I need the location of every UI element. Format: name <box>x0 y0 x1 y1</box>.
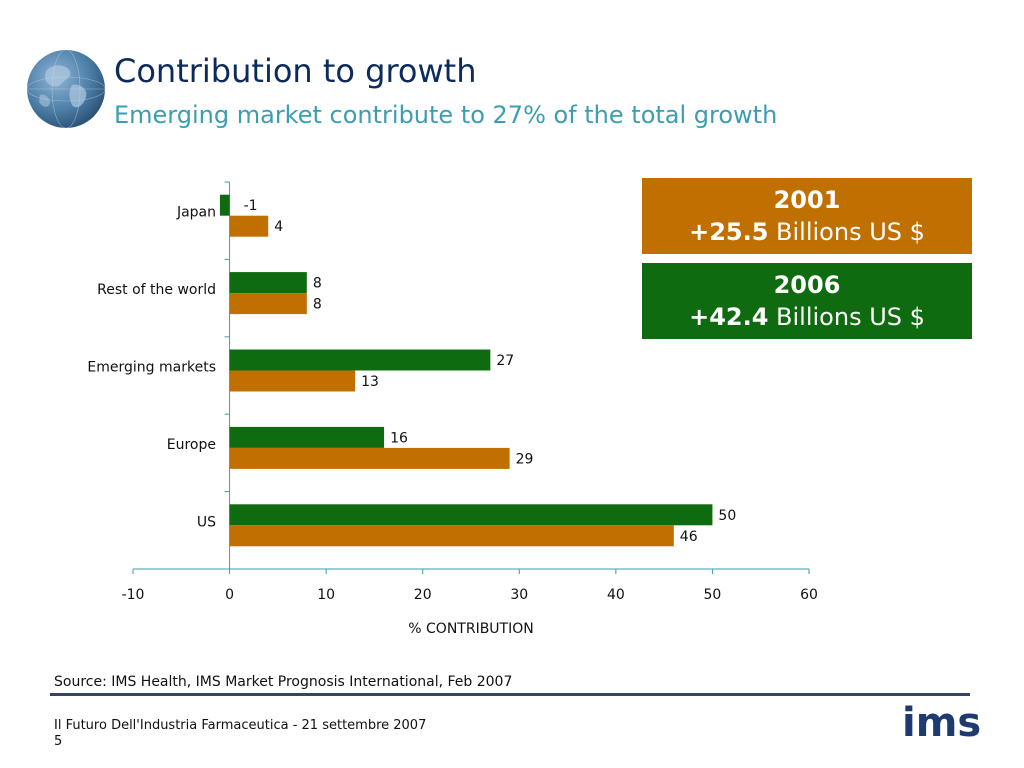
legend-unit: Billions US $ <box>776 303 925 331</box>
category-label: Europe <box>167 437 216 453</box>
page-number: 5 <box>54 734 63 749</box>
category-label: Emerging markets <box>87 360 216 376</box>
x-tick-label: 60 <box>800 587 818 603</box>
bar-2006 <box>219 194 230 216</box>
data-label: 8 <box>313 297 322 313</box>
category-label: Japan <box>176 205 216 221</box>
bar-2001 <box>229 215 269 237</box>
bar-2001 <box>229 447 510 469</box>
footer-divider <box>50 693 970 696</box>
source-note: Source: IMS Health, IMS Market Prognosis… <box>54 674 513 690</box>
legend-unit: Billions US $ <box>776 218 925 246</box>
legend-year: 2006 <box>773 271 841 299</box>
footer-text: Il Futuro Dell'Industria Farmaceutica - … <box>54 718 427 733</box>
ims-logo: ims <box>902 700 982 746</box>
slide-subtitle: Emerging market contribute to 27% of the… <box>114 101 778 129</box>
category-label: Rest of the world <box>97 282 216 298</box>
legend-box-2006: 2006 +42.4 Billions US $ <box>642 263 972 339</box>
x-axis-title: % CONTRIBUTION <box>408 621 533 637</box>
data-label: 29 <box>516 451 534 467</box>
bar-2001 <box>229 293 307 315</box>
x-tick-label: 50 <box>704 587 722 603</box>
bar-2006 <box>229 426 385 448</box>
x-tick-label: 10 <box>317 587 335 603</box>
legend-value-line: +42.4 Billions US $ <box>642 301 972 333</box>
bar-2006 <box>229 272 307 294</box>
bar-2001 <box>229 370 356 392</box>
data-label: 27 <box>496 353 514 369</box>
data-label: -1 <box>244 198 258 214</box>
data-label: 50 <box>718 508 736 524</box>
slide-title: Contribution to growth <box>114 52 477 90</box>
x-tick-label: -10 <box>122 587 145 603</box>
data-label: 8 <box>313 276 322 292</box>
legend-amount: +42.4 <box>689 303 769 331</box>
legend-box-2001: 2001 +25.5 Billions US $ <box>642 178 972 254</box>
data-label: 16 <box>390 430 408 446</box>
bar-2001 <box>229 525 674 547</box>
legend-amount: +25.5 <box>689 218 769 246</box>
data-label: 46 <box>680 529 698 545</box>
legend-value-line: +25.5 Billions US $ <box>642 216 972 248</box>
data-label: 4 <box>274 219 283 235</box>
x-tick-label: 20 <box>414 587 432 603</box>
x-tick-label: 40 <box>607 587 625 603</box>
bar-chart: -10 0 10 20 30 40 50 60 Japan -1 4 Rest of the worl… <box>87 181 818 637</box>
footer: Il Futuro Dell'Industria Farmaceutica - … <box>54 718 426 750</box>
category-label: US <box>197 514 216 530</box>
bar-2006 <box>229 349 491 371</box>
x-tick-label: 0 <box>225 587 234 603</box>
globe-icon <box>26 49 106 129</box>
x-tick-label: 30 <box>510 587 528 603</box>
data-label: 13 <box>361 374 379 390</box>
bar-2006 <box>229 504 713 526</box>
legend-year: 2001 <box>773 186 841 214</box>
